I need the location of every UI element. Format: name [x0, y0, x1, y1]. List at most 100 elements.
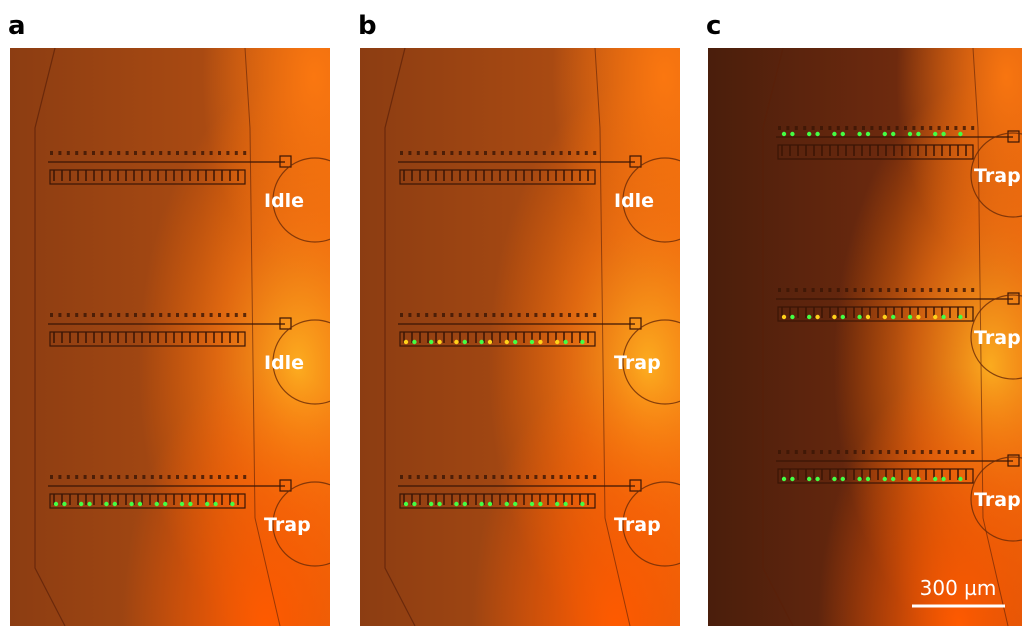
- chamber-label: Idle: [614, 190, 654, 212]
- bead: [958, 476, 963, 482]
- pillar: [895, 126, 899, 130]
- pillar: [845, 288, 849, 292]
- pillar: [408, 475, 412, 479]
- pillar: [971, 450, 975, 454]
- chamber-label: Trap: [614, 514, 661, 536]
- pillar: [201, 475, 205, 479]
- pillar: [117, 313, 121, 317]
- bead: [941, 314, 946, 320]
- pillar: [142, 151, 146, 155]
- pillar: [920, 450, 924, 454]
- pillar: [946, 288, 949, 292]
- pillar: [568, 313, 571, 317]
- valve: [279, 317, 292, 330]
- pillar: [226, 151, 230, 155]
- pillar: [83, 475, 87, 479]
- pillar: [117, 151, 121, 155]
- pillar: [954, 450, 958, 454]
- micrograph: Trap Trap Trap 300 µm: [708, 48, 1022, 626]
- bead: [53, 501, 59, 507]
- pillar: [778, 450, 781, 454]
- bead: [529, 501, 535, 507]
- pillar: [467, 151, 471, 155]
- pillar: [134, 313, 137, 317]
- bead: [832, 131, 837, 137]
- pillar: [234, 151, 238, 155]
- pillar: [75, 313, 79, 317]
- pillar: [542, 151, 546, 155]
- pillar: [209, 475, 213, 479]
- pillar: [786, 126, 790, 130]
- pillar: [58, 475, 62, 479]
- bead: [504, 501, 509, 507]
- pillar: [593, 151, 597, 155]
- pillar: [853, 126, 857, 130]
- pillar: [125, 475, 129, 479]
- bead: [916, 476, 921, 482]
- bead: [529, 339, 535, 345]
- pillar: [492, 313, 496, 317]
- pillar: [416, 313, 420, 317]
- pillar: [904, 288, 907, 292]
- pillar: [150, 151, 154, 155]
- pillar: [108, 313, 112, 317]
- pillar: [484, 313, 487, 317]
- bead: [104, 501, 109, 507]
- pillar: [820, 450, 823, 454]
- pillar: [845, 126, 849, 130]
- pillar: [778, 126, 781, 130]
- bead: [907, 131, 913, 137]
- valve: [1007, 130, 1020, 143]
- pillar: [803, 126, 807, 130]
- bead: [462, 339, 467, 345]
- bead: [454, 501, 459, 507]
- chamber-ring: [970, 294, 1022, 380]
- pillar: [500, 313, 504, 317]
- pillar: [946, 126, 949, 130]
- pillar: [433, 151, 437, 155]
- pillar: [811, 126, 815, 130]
- pillar: [946, 450, 949, 454]
- glow: [10, 48, 330, 626]
- pillar: [108, 151, 112, 155]
- pillar: [878, 450, 882, 454]
- panel-label: a: [8, 11, 26, 41]
- pillar: [794, 450, 798, 454]
- comb: [49, 493, 246, 509]
- pillar: [526, 151, 529, 155]
- pillar: [218, 151, 221, 155]
- bead: [513, 339, 518, 345]
- pillar: [576, 313, 580, 317]
- bead: [163, 501, 168, 507]
- bead: [958, 131, 963, 137]
- chamber-ring: [970, 456, 1022, 542]
- bead: [230, 501, 235, 507]
- pillar: [184, 151, 188, 155]
- bead: [882, 131, 887, 137]
- valve: [629, 479, 642, 492]
- pillar: [167, 313, 171, 317]
- channel-outline: [34, 48, 66, 626]
- bead: [790, 314, 795, 320]
- pillar: [559, 475, 563, 479]
- pillar: [954, 288, 958, 292]
- bead: [79, 501, 84, 507]
- pillar: [492, 475, 496, 479]
- channel-outline: [594, 48, 631, 626]
- comb: [399, 493, 596, 509]
- bead: [437, 501, 442, 507]
- pillar: [593, 313, 597, 317]
- bead: [188, 501, 193, 507]
- pillar: [475, 475, 479, 479]
- bead: [437, 339, 442, 345]
- panel-label: b: [358, 11, 377, 41]
- pillar: [878, 288, 882, 292]
- comb: [399, 169, 596, 185]
- chamber-ring: [622, 481, 680, 567]
- bead: [454, 339, 459, 345]
- pillar: [134, 475, 137, 479]
- bead: [857, 314, 862, 320]
- bead: [891, 131, 896, 137]
- bead: [933, 131, 938, 137]
- pillar: [458, 313, 462, 317]
